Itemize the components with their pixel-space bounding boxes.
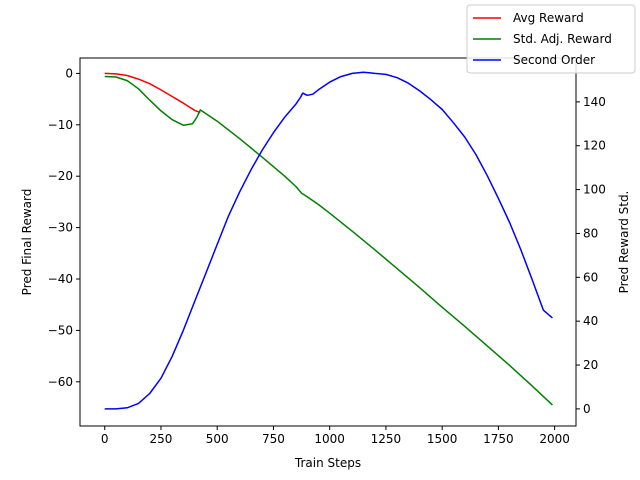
legend-entry-label: Second Order bbox=[513, 53, 595, 67]
y-tick-label-left: −60 bbox=[48, 375, 73, 389]
axes-layer: 0 250 500 750 1000 1250 1500 1750 20000−10−20−30… bbox=[48, 57, 606, 446]
series-line-std-adj-reward bbox=[104, 75, 553, 406]
y-tick-label-right: 80 bbox=[583, 226, 598, 240]
x-tick-label: 1250 bbox=[371, 432, 402, 446]
x-tick-label: 1750 bbox=[483, 432, 514, 446]
y-tick-label-right: 100 bbox=[583, 183, 606, 197]
y-tick-label-left: −40 bbox=[48, 272, 73, 286]
x-tick-label: 500 bbox=[206, 432, 229, 446]
x-tick-label: 0 bbox=[101, 432, 109, 446]
y-axis-label-left: Pred Final Reward bbox=[20, 189, 34, 296]
series-line-second-order bbox=[104, 71, 553, 410]
y-tick-label-right: 40 bbox=[583, 314, 598, 328]
y-tick-label-left: 0 bbox=[65, 66, 73, 80]
x-tick-label: 2000 bbox=[539, 432, 570, 446]
y-tick-label-right: 60 bbox=[583, 270, 598, 284]
legend-entry-label: Std. Adj. Reward bbox=[513, 32, 612, 46]
x-tick-label: 750 bbox=[262, 432, 285, 446]
legend: Avg Reward Std. Adj. Reward Second Order bbox=[466, 4, 636, 74]
legend-box bbox=[466, 4, 636, 74]
x-tick-label: 250 bbox=[150, 432, 173, 446]
y-tick-label-left: −10 bbox=[48, 118, 73, 132]
legend-entry-label: Avg Reward bbox=[513, 11, 584, 25]
y-tick-label-right: 140 bbox=[583, 95, 606, 109]
x-axis-label: Train Steps bbox=[294, 456, 361, 470]
plot-background bbox=[80, 58, 576, 426]
x-tick-label: 1000 bbox=[314, 432, 345, 446]
series-line-avg-reward bbox=[104, 72, 201, 114]
y-tick-label-left: −30 bbox=[48, 221, 73, 235]
y-tick-label-left: −20 bbox=[48, 169, 73, 183]
y-tick-label-right: 20 bbox=[583, 358, 598, 372]
plot-frame bbox=[79, 57, 577, 427]
x-tick-label: 1500 bbox=[427, 432, 458, 446]
y-tick-label-right: 0 bbox=[583, 402, 591, 416]
y-tick-label-right: 120 bbox=[583, 139, 606, 153]
series-layer bbox=[104, 71, 553, 410]
y-axis-label-right: Pred Reward Std. bbox=[617, 191, 631, 294]
y-tick-label-left: −50 bbox=[48, 323, 73, 337]
